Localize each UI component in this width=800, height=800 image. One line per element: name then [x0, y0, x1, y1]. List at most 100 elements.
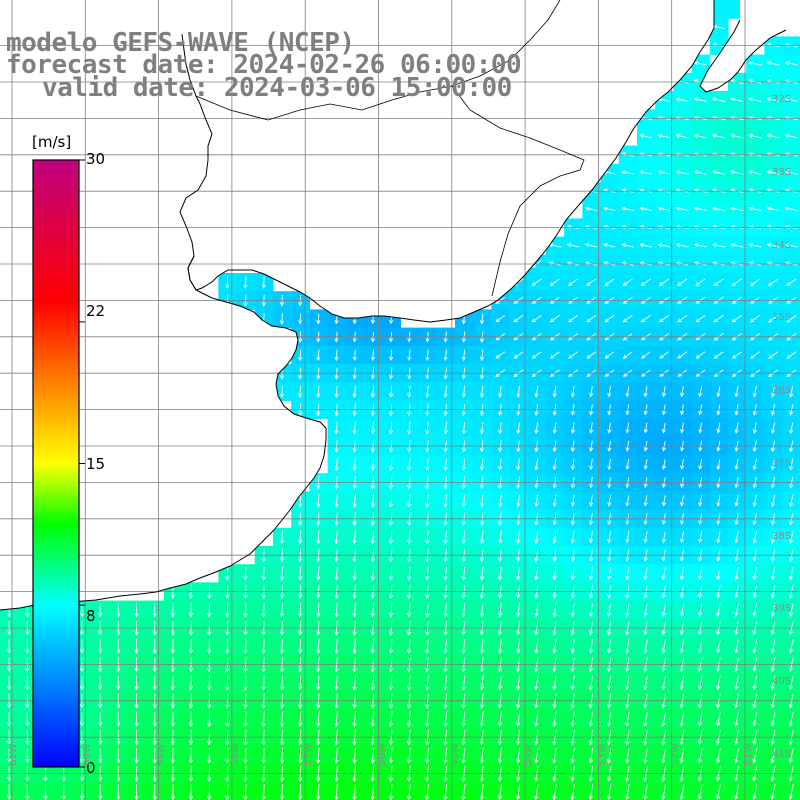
- wind-arrow: [534, 530, 539, 544]
- wind-arrow: [606, 711, 612, 728]
- wind-arrow: [497, 783, 503, 800]
- wind-arrow: [407, 421, 412, 435]
- wind-arrow: [79, 748, 85, 764]
- wind-arrow: [298, 385, 303, 399]
- wind-arrow: [534, 711, 539, 728]
- wind-arrow: [225, 602, 230, 618]
- wind-arrow: [225, 639, 230, 655]
- wind-arrow: [752, 531, 757, 544]
- wind-arrow: [297, 747, 303, 764]
- wind-arrow: [406, 711, 412, 728]
- wind-arrow: [786, 278, 797, 287]
- wind-arrow: [748, 133, 762, 139]
- wind-arrow: [479, 313, 485, 325]
- wind-arrow: [388, 711, 394, 728]
- wind-arrow: [698, 567, 703, 581]
- wind-arrow: [316, 494, 321, 508]
- wind-arrow: [316, 349, 321, 362]
- wind-arrow: [425, 530, 430, 545]
- wind-arrow: [621, 170, 634, 175]
- wind-arrow: [388, 458, 394, 472]
- wind-arrow: [643, 531, 648, 544]
- wind-arrow: [425, 385, 430, 398]
- wind-arrow: [606, 747, 612, 764]
- wind-arrow: [604, 351, 615, 359]
- wind-arrow: [789, 494, 794, 508]
- wind-arrow: [679, 603, 685, 617]
- wind-arrow: [407, 530, 412, 545]
- wind-arrow: [734, 386, 739, 398]
- wind-arrow: [316, 566, 321, 581]
- wind-arrow: [734, 711, 739, 727]
- wind-arrow: [622, 278, 633, 287]
- wind-arrow: [570, 531, 575, 544]
- wind-arrow: [188, 639, 194, 654]
- wind-arrow: [788, 530, 794, 544]
- wind-arrow: [116, 675, 121, 691]
- wind-arrow: [498, 385, 503, 398]
- lat-label-38s: 38S: [772, 531, 792, 542]
- wind-arrow: [461, 458, 466, 471]
- wind-arrow: [711, 170, 726, 175]
- wind-arrow: [334, 711, 339, 728]
- wind-arrow: [134, 675, 139, 691]
- wind-arrow: [407, 566, 412, 581]
- wind-arrow: [549, 351, 560, 359]
- wind-arrow: [207, 639, 212, 655]
- wind-arrow: [621, 242, 634, 248]
- wind-arrow: [661, 531, 666, 544]
- wind-arrow: [588, 784, 594, 800]
- wind-arrow: [770, 385, 776, 398]
- wind-arrow: [243, 566, 248, 581]
- wind-arrow: [334, 602, 339, 618]
- wind-arrow: [716, 531, 721, 544]
- wind-arrow: [334, 457, 339, 472]
- wind-arrow: [552, 530, 557, 544]
- wind-arrow: [659, 351, 669, 359]
- wind-arrow: [715, 711, 721, 727]
- wind-arrow: [789, 458, 794, 471]
- wind-arrow: [552, 494, 557, 508]
- wind-arrow: [425, 458, 430, 472]
- wind-arrow: [789, 385, 794, 398]
- wind-arrow: [766, 206, 780, 212]
- wind-arrow: [388, 639, 394, 655]
- wind-arrow: [643, 386, 648, 398]
- wind-arrow: [734, 422, 739, 434]
- wind-arrow: [586, 278, 597, 287]
- wind-arrow: [116, 711, 121, 727]
- wind-arrow: [768, 314, 779, 323]
- wind-arrow: [607, 386, 612, 398]
- wind-arrow: [698, 495, 703, 507]
- wind-arrow: [425, 566, 430, 581]
- wind-arrow: [661, 711, 667, 727]
- wind-arrow: [534, 494, 539, 508]
- wind-arrow: [786, 314, 797, 323]
- wind-arrow: [643, 711, 648, 727]
- wind-arrow: [729, 170, 744, 175]
- wind-arrow: [516, 675, 521, 691]
- wind-arrow: [770, 639, 776, 654]
- wind-arrow: [748, 60, 762, 66]
- wind-arrow: [657, 242, 671, 248]
- wind-arrow: [425, 711, 430, 728]
- coastline-segment: [179, 0, 715, 323]
- wind-arrow: [261, 747, 266, 764]
- wind-arrow: [279, 711, 284, 728]
- wind-arrow: [316, 602, 321, 618]
- lat-label-41s: 41S: [772, 749, 792, 760]
- wind-arrow: [675, 133, 689, 139]
- wind-arrow: [461, 747, 466, 764]
- wind-arrow: [170, 602, 175, 618]
- wind-arrow: [657, 206, 671, 212]
- wind-arrow: [625, 747, 630, 764]
- wind-arrow: [279, 783, 284, 800]
- wind-arrow: [188, 783, 194, 800]
- colorbar-gradient: [32, 159, 80, 768]
- wind-arrow: [625, 639, 630, 654]
- wind-arrow: [134, 639, 139, 654]
- wind-arrow: [713, 314, 724, 323]
- wind-arrow: [479, 566, 484, 581]
- wind-arrow: [589, 422, 594, 434]
- lon-label-57w: 57W: [303, 743, 314, 766]
